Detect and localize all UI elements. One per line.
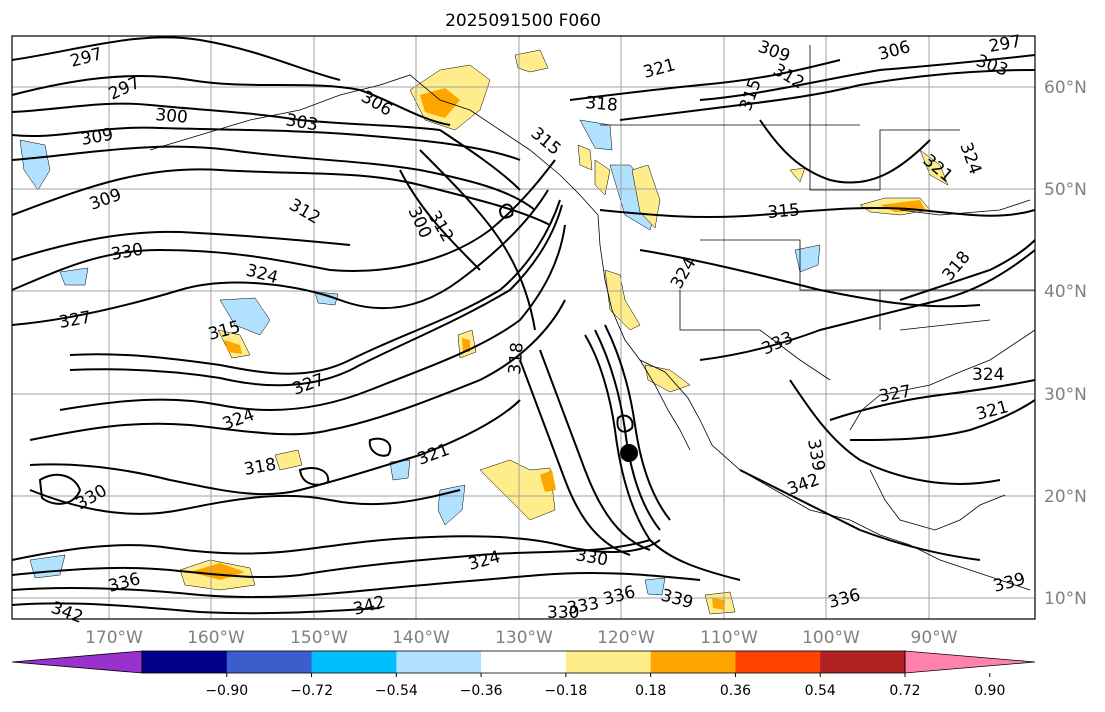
colorbar-tick-label: −0.36 [460, 683, 503, 699]
latitude-labels: 60°N 50°N 40°N 30°N 20°N 10°N [1044, 78, 1087, 609]
lon-label: 120°W [597, 628, 655, 648]
location-marker [620, 444, 638, 462]
colorbar-extension-high [904, 650, 1036, 674]
contour-label: 318 [585, 93, 619, 116]
longitude-labels: 170°W 160°W 150°W 140°W 130°W 120°W 110°… [85, 628, 958, 648]
lat-label: 10°N [1044, 589, 1087, 609]
colorbar-segment [142, 651, 228, 673]
colorbar-frame [141, 650, 906, 674]
colorbar-segment [820, 651, 906, 673]
lon-label: 110°W [700, 628, 758, 648]
colorbar-segment [396, 651, 482, 673]
contour-label: 315 [767, 200, 801, 223]
contour-label: 300 [155, 105, 189, 128]
map-frame [11, 35, 1036, 620]
lat-label: 30°N [1044, 385, 1087, 405]
colorbar-segment [650, 651, 736, 673]
colorbar-segment [226, 651, 313, 673]
lon-label: 170°W [85, 628, 143, 648]
colorbar-tick-label: 0.18 [635, 683, 666, 699]
colorbar-segment [311, 651, 397, 673]
colorbar-tick-label: −0.54 [375, 683, 418, 699]
colorbar-tick-label: −0.72 [290, 683, 333, 699]
map-title: 2025091500 F060 [445, 11, 601, 31]
colorbar-tick-label: 0.72 [889, 683, 920, 699]
lon-label: 140°W [392, 628, 450, 648]
contour-label: 324 [972, 365, 1004, 385]
colorbar-tick-label: −0.90 [205, 683, 248, 699]
lon-label: 90°W [911, 628, 958, 648]
contour-label: 318 [505, 341, 528, 375]
lon-label: 150°W [290, 628, 348, 648]
colorbar-segment [481, 651, 567, 673]
colorbar-ticks: −0.90 −0.72 −0.54 −0.36 −0.18 0.18 0.36 0.54 0.7… [205, 673, 1005, 699]
lon-label: 160°W [187, 628, 245, 648]
coastlines [149, 45, 1036, 591]
lat-label: 40°N [1044, 282, 1087, 302]
lat-label: 50°N [1044, 180, 1087, 200]
colorbar [11, 650, 1036, 674]
contour-label: 330 [547, 603, 579, 623]
lon-label: 130°W [495, 628, 553, 648]
map-panel [11, 36, 1036, 619]
lat-label: 20°N [1044, 487, 1087, 507]
colorbar-tick-label: 0.54 [805, 683, 836, 699]
colorbar-tick-label: 0.90 [974, 683, 1005, 699]
graticule [12, 36, 1035, 619]
colorbar-segment [735, 651, 821, 673]
lat-label: 60°N [1044, 78, 1087, 98]
colorbar-tick-label: −0.18 [544, 683, 587, 699]
colorbar-extension-low [11, 650, 143, 674]
colorbar-tick-label: 0.36 [720, 683, 751, 699]
colorbar-segment [565, 651, 652, 673]
theta-contours [11, 36, 1036, 615]
lon-label: 100°W [802, 628, 860, 648]
